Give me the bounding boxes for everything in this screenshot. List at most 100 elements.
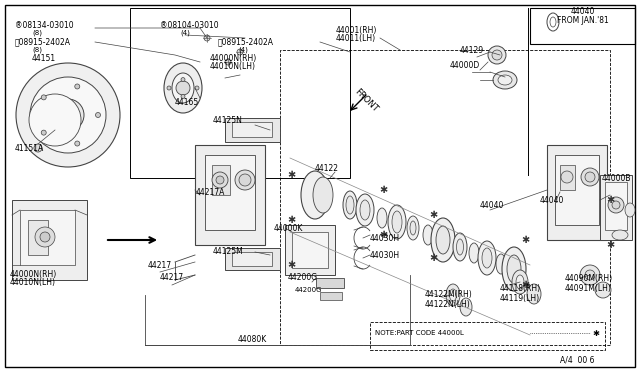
Circle shape: [34, 144, 42, 152]
Bar: [20, 210, 75, 265]
Ellipse shape: [356, 194, 374, 226]
Bar: [232, 122, 272, 137]
Bar: [547, 145, 607, 240]
Circle shape: [29, 94, 81, 146]
Circle shape: [237, 49, 243, 55]
Text: NOTE:PART CODE 44000L: NOTE:PART CODE 44000L: [375, 330, 464, 336]
Text: FRONT: FRONT: [353, 87, 380, 113]
Text: 44125M: 44125M: [213, 247, 244, 257]
Text: 44000B: 44000B: [602, 173, 632, 183]
Circle shape: [75, 84, 80, 89]
Circle shape: [585, 172, 595, 182]
Text: 44000D: 44000D: [450, 61, 480, 70]
Ellipse shape: [612, 230, 628, 240]
Text: 44122: 44122: [315, 164, 339, 173]
Ellipse shape: [410, 221, 416, 235]
Text: ✱: ✱: [429, 210, 437, 220]
Bar: [195, 145, 265, 245]
Bar: [320, 292, 342, 300]
Text: ✱: ✱: [592, 328, 599, 337]
Ellipse shape: [456, 239, 463, 255]
Circle shape: [235, 170, 255, 190]
Circle shape: [95, 112, 100, 118]
Text: ✱: ✱: [287, 260, 295, 270]
Ellipse shape: [407, 216, 419, 240]
Ellipse shape: [625, 203, 635, 217]
Circle shape: [212, 172, 228, 188]
Text: ✱: ✱: [606, 240, 614, 250]
Text: ✱: ✱: [521, 235, 529, 245]
Text: 44091M(LH): 44091M(LH): [565, 283, 612, 292]
Bar: [600, 175, 632, 240]
Bar: [316, 278, 344, 288]
Text: 41151A: 41151A: [15, 144, 44, 153]
Circle shape: [612, 201, 620, 209]
Bar: [225, 248, 280, 270]
Bar: [232, 252, 272, 266]
Bar: [555, 155, 599, 225]
Circle shape: [167, 86, 171, 90]
Bar: [212, 165, 230, 195]
Circle shape: [585, 270, 595, 280]
Text: 44125N: 44125N: [213, 115, 243, 125]
Ellipse shape: [482, 248, 492, 268]
Circle shape: [204, 35, 210, 41]
Circle shape: [595, 282, 611, 298]
Text: (4): (4): [238, 47, 248, 53]
Text: Ⓥ08915-2402A: Ⓥ08915-2402A: [218, 38, 274, 46]
Text: 44000N(RH): 44000N(RH): [210, 54, 257, 62]
Text: 44129: 44129: [460, 45, 484, 55]
Ellipse shape: [512, 270, 528, 294]
Bar: [205, 155, 255, 230]
Ellipse shape: [507, 255, 521, 283]
Circle shape: [561, 171, 573, 183]
Bar: [12, 200, 87, 280]
Circle shape: [40, 232, 50, 242]
Ellipse shape: [343, 191, 357, 219]
Text: ✱: ✱: [429, 253, 437, 263]
Text: ®08134-03010: ®08134-03010: [15, 20, 74, 29]
Text: 44001(RH): 44001(RH): [336, 26, 378, 35]
Text: (8): (8): [32, 47, 42, 53]
Ellipse shape: [478, 241, 496, 275]
Text: 44200G: 44200G: [288, 273, 318, 282]
Text: 44080K: 44080K: [238, 336, 268, 344]
Text: (8): (8): [32, 30, 42, 36]
Circle shape: [239, 174, 251, 186]
Circle shape: [216, 176, 224, 184]
Text: 44200G: 44200G: [295, 287, 323, 293]
Circle shape: [30, 77, 106, 153]
Ellipse shape: [392, 211, 402, 233]
Text: ✱: ✱: [521, 280, 529, 290]
Text: 44000N(RH): 44000N(RH): [10, 270, 57, 279]
Text: Ⓥ08915-2402A: Ⓥ08915-2402A: [15, 38, 71, 46]
Ellipse shape: [360, 200, 370, 220]
Text: 44030H: 44030H: [370, 234, 400, 243]
Circle shape: [52, 99, 84, 131]
Circle shape: [181, 78, 185, 81]
Circle shape: [35, 227, 55, 247]
Circle shape: [41, 130, 46, 135]
Bar: [605, 182, 627, 230]
Ellipse shape: [377, 208, 387, 228]
Bar: [225, 118, 280, 142]
Text: 44151: 44151: [32, 54, 56, 62]
Text: (4): (4): [180, 30, 190, 36]
Ellipse shape: [164, 63, 202, 113]
Ellipse shape: [469, 243, 479, 263]
Text: 44040: 44040: [571, 6, 595, 16]
Bar: [370, 322, 605, 350]
Bar: [280, 50, 610, 345]
Text: 44122N(LH): 44122N(LH): [425, 301, 471, 310]
Text: 44011(LH): 44011(LH): [336, 33, 376, 42]
Text: 44165: 44165: [175, 97, 199, 106]
Text: 44118(RH): 44118(RH): [500, 283, 541, 292]
Ellipse shape: [172, 73, 194, 103]
Ellipse shape: [449, 289, 456, 301]
Circle shape: [41, 95, 46, 100]
Bar: [285, 225, 335, 275]
Ellipse shape: [446, 284, 460, 306]
Text: 44000K: 44000K: [274, 224, 303, 232]
Bar: [292, 232, 328, 268]
Circle shape: [225, 59, 231, 65]
